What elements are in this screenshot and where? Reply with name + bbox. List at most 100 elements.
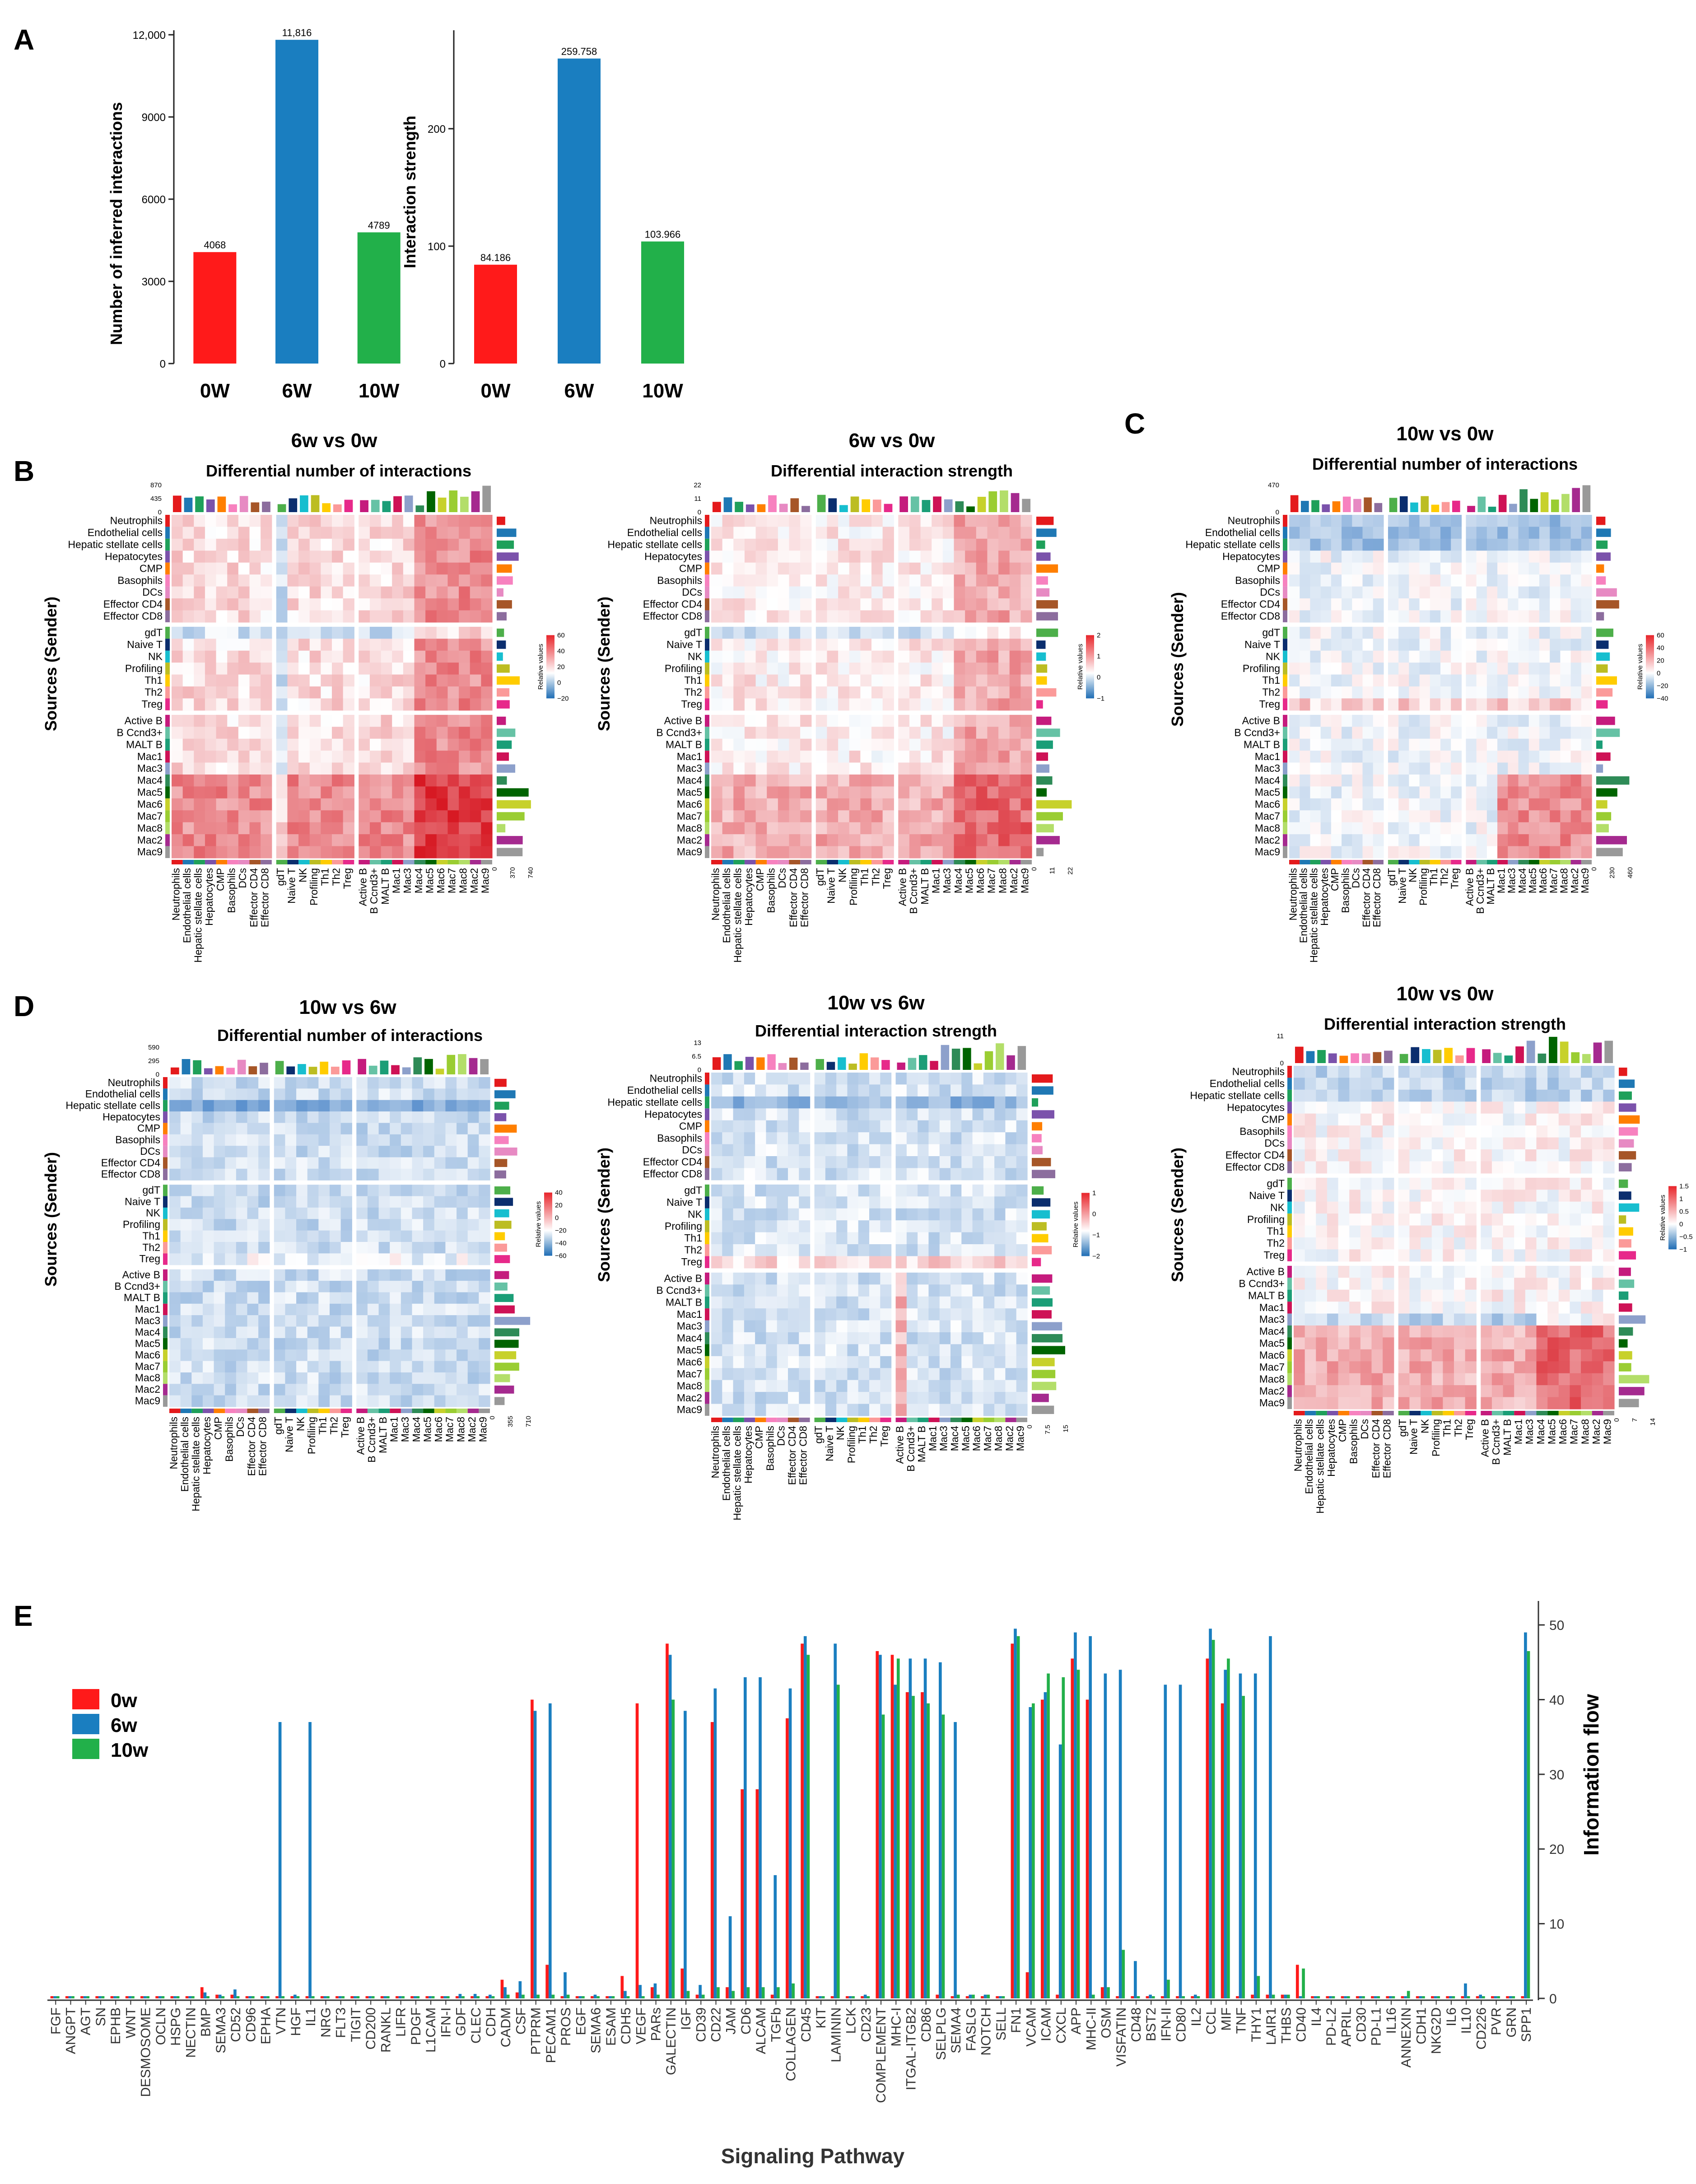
heatmap-cell: [1383, 1066, 1394, 1078]
heatmap-cell: [951, 1344, 962, 1357]
legend-tick: −40: [555, 1240, 566, 1247]
top-margin-bar: [1519, 489, 1528, 512]
top-margin-bar: [789, 1057, 798, 1070]
heatmap-cell: [1476, 586, 1487, 599]
heatmap-cell: [261, 714, 272, 727]
heatmap-cell: [414, 686, 426, 699]
right-margin-bar: [494, 1271, 509, 1279]
heatmap-cell: [858, 1073, 870, 1085]
heatmap-cell: [356, 1372, 368, 1384]
col-label: Mac9: [1015, 1426, 1026, 1451]
heatmap-cell: [976, 762, 988, 775]
heatmap-cell: [1373, 738, 1384, 751]
heatmap-cell: [860, 639, 872, 651]
col-label: Hepatic stellate cells: [190, 1417, 202, 1512]
col-color-swatch: [1300, 860, 1310, 864]
heatmap-cell: [359, 610, 370, 623]
bar-10w: [357, 232, 401, 364]
heatmap-cell: [1419, 650, 1430, 663]
right-margin-bar: [497, 588, 503, 597]
heatmap-cell: [932, 810, 943, 823]
heatmap-cell: [359, 786, 370, 799]
top-margin-bar: [215, 1066, 224, 1074]
heatmap-d-ylabel: Sources (Sender): [42, 1152, 60, 1287]
heatmap-cell: [330, 1088, 341, 1101]
heatmap-cell: [378, 1088, 390, 1101]
heatmap-cell: [180, 1303, 192, 1316]
heatmap-cell: [343, 834, 354, 847]
heatmap-cell: [1518, 834, 1529, 847]
heatmap-cell: [906, 1284, 918, 1297]
heatmap-cell: [274, 1134, 286, 1146]
row-label: Mac5: [677, 1344, 702, 1356]
heatmap-cell: [194, 626, 205, 639]
heatmap-cell: [994, 1308, 1006, 1321]
row-label: Mac2: [137, 834, 163, 846]
heatmap-cell: [1514, 1078, 1526, 1090]
heatmap-cell: [882, 775, 894, 787]
heatmap-cell: [954, 751, 965, 763]
heatmap-cell: [799, 1096, 811, 1109]
heatmap-cell: [445, 1292, 457, 1304]
heatmap-cell: [711, 1168, 722, 1181]
col-color-swatch: [258, 1409, 270, 1413]
heatmap-cell: [1421, 1089, 1432, 1102]
heatmap-cell: [261, 663, 272, 675]
heatmap-cell: [1289, 822, 1300, 835]
heatmap-cell: [459, 775, 471, 787]
heatmap-cell: [467, 1281, 479, 1293]
heatmap-cell: [942, 586, 955, 599]
col-label: MALT B: [1485, 868, 1496, 905]
heatmap-cell: [766, 1184, 778, 1197]
col-label: Hepatic stellate cells: [732, 868, 744, 963]
heatmap-cell: [1020, 574, 1032, 587]
heatmap-cell: [918, 1096, 929, 1109]
heatmap-cell: [445, 1185, 457, 1197]
col-color-swatch: [227, 860, 238, 864]
row-label: Mac2: [677, 1392, 702, 1404]
heatmap-cell: [788, 1168, 799, 1181]
heatmap-cell: [1300, 786, 1311, 799]
heatmap-cell: [1310, 834, 1321, 847]
row-label: Mac6: [1255, 798, 1280, 810]
col-label: Treg: [341, 868, 353, 889]
heatmap-cell: [191, 1303, 203, 1316]
row-label: Active B: [122, 1269, 160, 1280]
heatmap-cell: [711, 714, 723, 727]
col-color-swatch: [928, 1418, 940, 1422]
heatmap-cell: [276, 846, 288, 859]
row-color-swatch: [165, 610, 170, 622]
heatmap-cell: [847, 1296, 859, 1309]
heatmap-cell: [858, 1084, 870, 1097]
heatmap-cell: [744, 1368, 755, 1381]
heatmap-cell: [1528, 515, 1540, 527]
heatmap-cell: [412, 1219, 424, 1231]
heatmap-cell: [800, 551, 812, 563]
heatmap-cell: [815, 610, 828, 623]
heatmap-cell: [994, 1096, 1006, 1109]
heatmap-cell: [298, 738, 310, 751]
heatmap-cell: [247, 1395, 259, 1407]
heatmap-cell: [858, 1332, 870, 1345]
heatmap-cell: [467, 1384, 479, 1396]
heatmap-cell: [1373, 822, 1384, 835]
heatmap-cell: [733, 775, 745, 787]
heatmap-cell: [249, 762, 261, 775]
heatmap-cell: [976, 663, 988, 675]
heatmap-cell: [722, 686, 734, 699]
heatmap-cell: [261, 626, 272, 639]
heatmap-cell: [447, 538, 459, 551]
right-margin-bar: [1596, 728, 1620, 737]
heatmap-cell: [983, 1184, 995, 1197]
heatmap-cell: [180, 1196, 192, 1208]
heatmap-cell: [882, 574, 894, 587]
heatmap-cell: [755, 810, 767, 823]
row-color-swatch: [163, 1111, 168, 1123]
heatmap-cell: [227, 586, 239, 599]
heatmap-cell: [425, 738, 437, 751]
heatmap-cell: [858, 1272, 870, 1285]
row-label: Hepatic stellate cells: [607, 538, 702, 550]
heatmap-cell: [238, 751, 250, 763]
col-color-swatch: [1419, 860, 1430, 864]
